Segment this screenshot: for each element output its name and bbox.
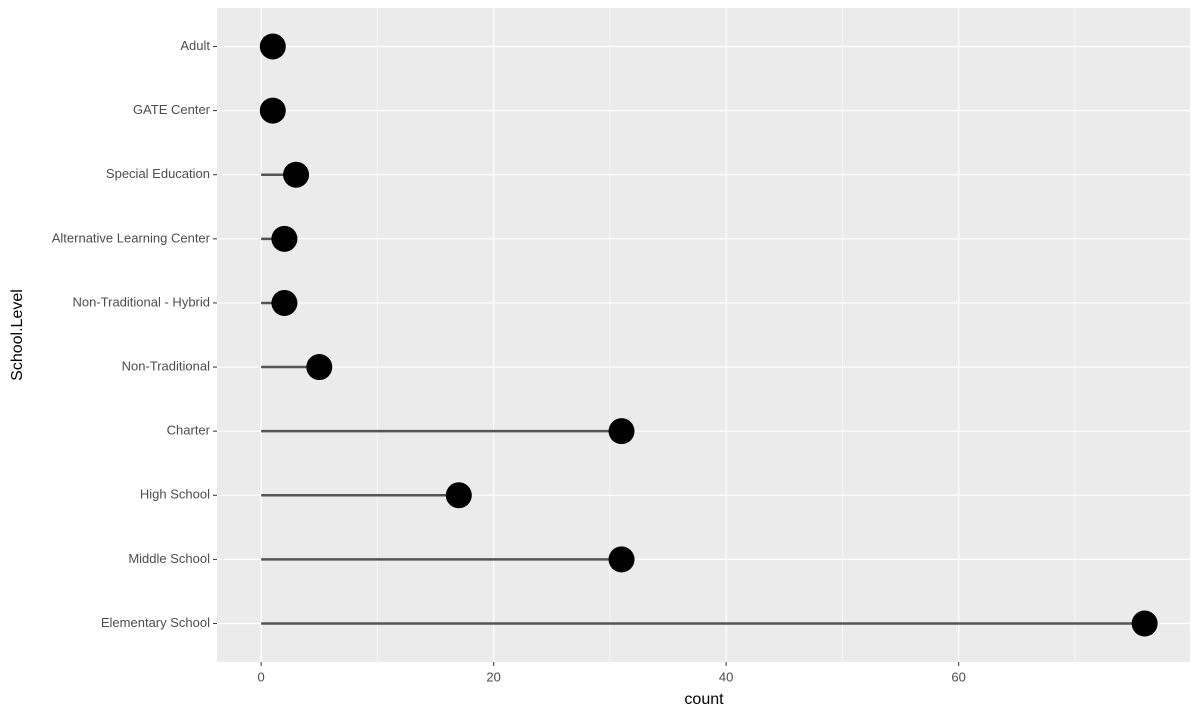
dot <box>608 546 635 573</box>
y-tick-label: GATE Center <box>133 102 211 117</box>
dot <box>283 161 310 188</box>
x-tick-label: 0 <box>258 669 265 684</box>
x-axis-title: count <box>684 691 724 708</box>
x-tick-label: 40 <box>719 669 733 684</box>
dot <box>259 33 286 60</box>
dot <box>271 225 298 252</box>
y-tick-label: Middle School <box>128 551 210 566</box>
dot <box>608 418 635 445</box>
dot <box>271 289 298 316</box>
x-tick-label: 20 <box>486 669 500 684</box>
panel <box>217 8 1190 662</box>
dot <box>1131 610 1158 637</box>
dot <box>306 354 333 381</box>
y-tick-label: High School <box>140 487 210 502</box>
y-axis-title: School.Level <box>9 289 26 381</box>
y-tick-label: Non-Traditional - Hybrid <box>72 294 210 309</box>
dot <box>259 97 286 124</box>
y-tick-label: Special Education <box>106 166 210 181</box>
y-tick-label: Non-Traditional <box>122 358 211 373</box>
y-tick-label: Elementary School <box>101 615 210 630</box>
x-tick-label: 60 <box>951 669 965 684</box>
dot <box>445 482 472 509</box>
y-tick-label: Alternative Learning Center <box>52 230 211 245</box>
y-tick-label: Charter <box>167 423 211 438</box>
y-tick-label: Adult <box>180 38 210 53</box>
